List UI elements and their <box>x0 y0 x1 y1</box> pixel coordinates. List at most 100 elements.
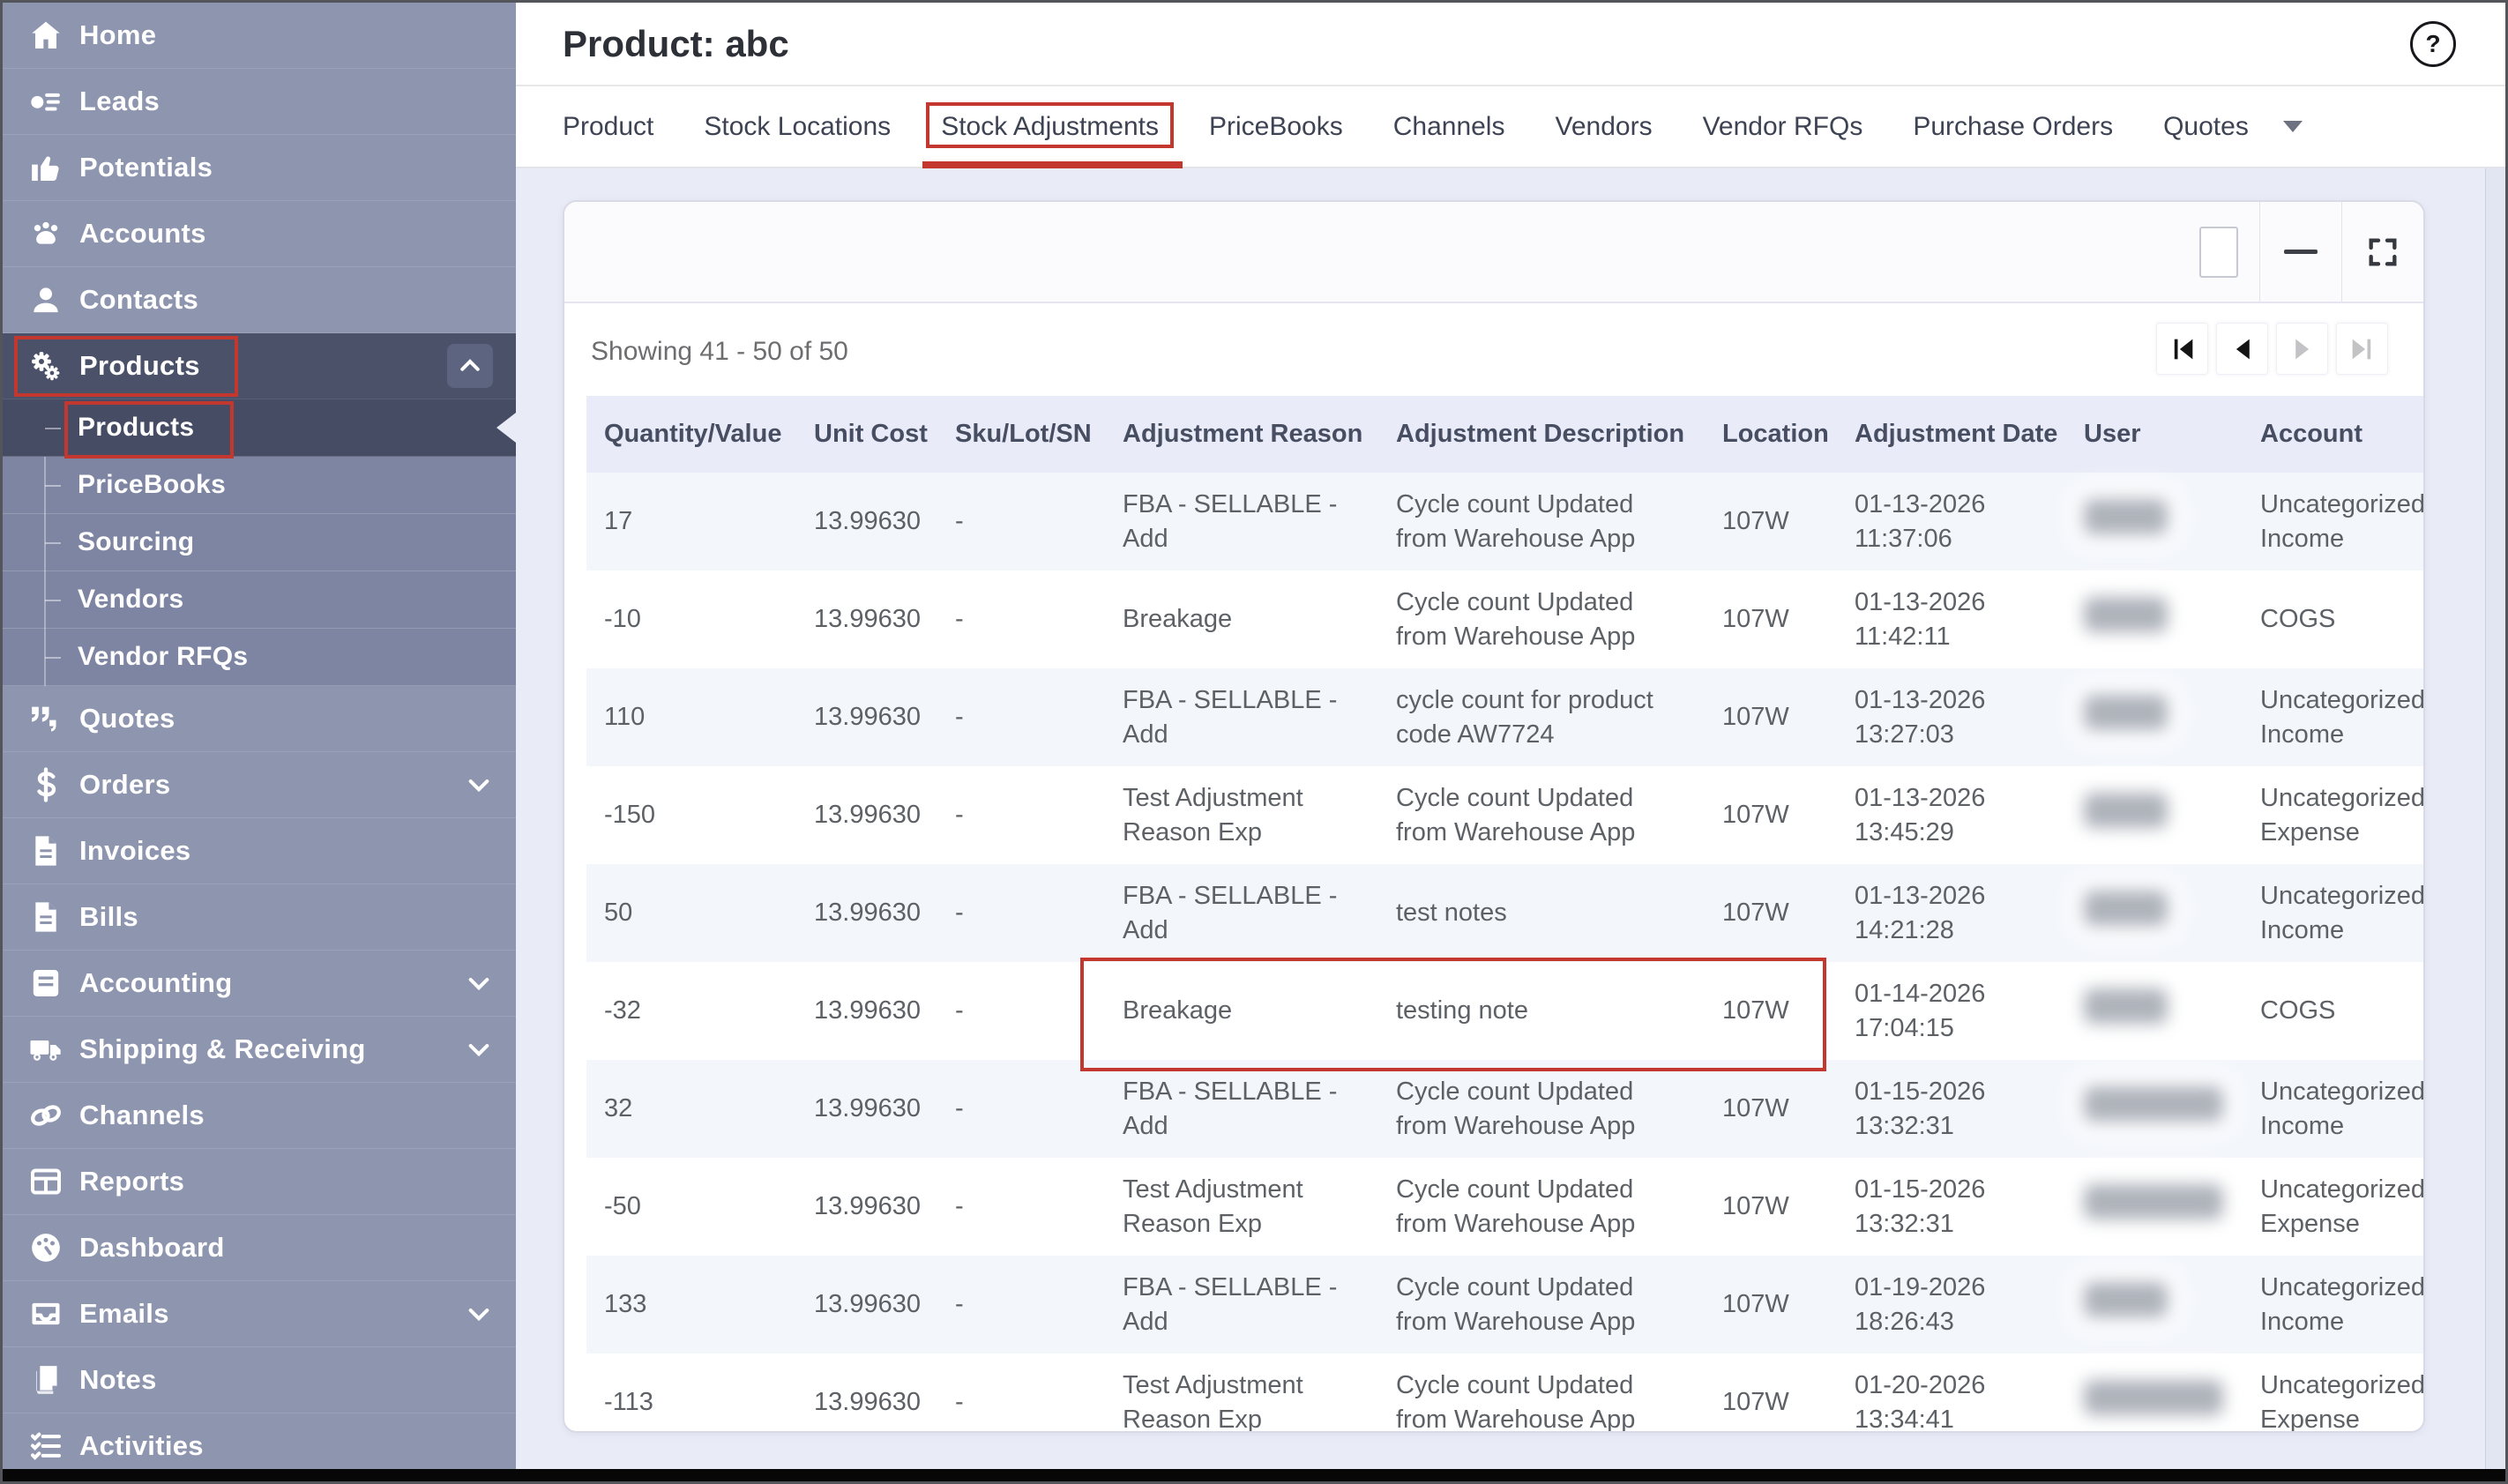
chevron-down-icon[interactable] <box>465 1300 493 1328</box>
last-page-button[interactable] <box>2336 323 2388 375</box>
cell-unit-cost: 13.99630 <box>814 1290 921 1319</box>
tab-bar: Product Stock Locations Stock Adjustment… <box>516 86 2505 168</box>
sidebar-item-leads[interactable]: Leads <box>3 69 516 135</box>
sidebar-item-channels[interactable]: Channels <box>3 1083 516 1149</box>
cell-location: 107W <box>1722 605 1789 634</box>
collapse-panel-button[interactable] <box>2259 202 2341 302</box>
table-row[interactable]: 133 13.99630 - FBA - SELLABLE - Add Cycl… <box>586 1256 2423 1353</box>
help-icon[interactable]: ? <box>2410 20 2456 67</box>
tab-overflow-caret-icon[interactable] <box>2282 121 2303 132</box>
tab-stock-adjustments[interactable]: Stock Adjustments <box>922 101 1183 168</box>
tab-vendors[interactable]: Vendors <box>1555 111 1653 141</box>
collapse-group-button[interactable] <box>447 344 493 388</box>
sidebar-subitem-sourcing[interactable]: Sourcing <box>3 514 516 571</box>
sidebar-item-shipping-receiving[interactable]: Shipping & Receiving <box>3 1017 516 1083</box>
cell-reason: FBA - SELLABLE - Add <box>1123 882 1338 944</box>
cell-sku: - <box>955 801 964 830</box>
sidebar-item-reports[interactable]: Reports <box>3 1149 516 1215</box>
next-page-button[interactable] <box>2276 323 2328 375</box>
table-row[interactable]: 32 13.99630 - FBA - SELLABLE - Add Cycle… <box>586 1060 2423 1158</box>
cell-user <box>2066 766 2243 864</box>
cell-unit-cost: 13.99630 <box>814 1094 921 1123</box>
cell-unit-cost: 13.99630 <box>814 507 921 536</box>
chevron-down-icon[interactable] <box>465 969 493 997</box>
tab-stock-locations[interactable]: Stock Locations <box>704 111 892 141</box>
sidebar-subitem-vendor-rfqs[interactable]: Vendor RFQs <box>3 629 516 686</box>
table-row[interactable]: 50 13.99630 - FBA - SELLABLE - Add test … <box>586 864 2423 962</box>
cell-sku: - <box>955 899 964 928</box>
table-row[interactable]: -113 13.99630 - Test Adjustment Reason E… <box>586 1353 2425 1433</box>
tab-vendor-rfqs[interactable]: Vendor RFQs <box>1702 111 1863 141</box>
cell-user <box>2066 570 2243 668</box>
sidebar-item-quotes[interactable]: Quotes <box>3 686 516 752</box>
sidebar-item-activities[interactable]: Activities <box>3 1413 516 1469</box>
cell-description: test notes <box>1396 899 1507 928</box>
sidebar-subitem-vendors[interactable]: Vendors <box>3 571 516 629</box>
cell-sku: - <box>955 605 964 634</box>
sidebar-subitem-products[interactable]: Products <box>3 399 516 459</box>
stock-adjustments-table: Quantity/Value Unit Cost Sku/Lot/SN Adju… <box>586 396 2425 1433</box>
sidebar: Home Leads Potentials Accounts Contacts … <box>3 3 516 1469</box>
cell-user <box>2066 1256 2243 1353</box>
table-row[interactable]: -50 13.99630 - Test Adjustment Reason Ex… <box>586 1158 2423 1256</box>
cell-quantity: -113 <box>604 1388 653 1417</box>
sidebar-item-invoices[interactable]: Invoices <box>3 818 516 884</box>
tree-dash <box>45 485 61 487</box>
chevron-down-icon[interactable] <box>465 771 493 799</box>
sidebar-item-orders[interactable]: Orders <box>3 752 516 818</box>
sidebar-item-products[interactable]: Products <box>3 333 516 399</box>
tab-channels[interactable]: Channels <box>1392 111 1505 141</box>
sidebar-item-label: Shipping & Receiving <box>79 1033 366 1064</box>
cell-user <box>2066 1060 2243 1158</box>
sidebar-item-potentials[interactable]: Potentials <box>3 135 516 201</box>
last-page-icon <box>2352 339 2370 359</box>
cell-quantity: 32 <box>604 1094 633 1123</box>
active-item-notch <box>496 413 516 443</box>
table-row-annotated[interactable]: -32 13.99630 - Breakage testing note 107… <box>586 958 2423 1071</box>
tab-product[interactable]: Product <box>563 111 654 141</box>
notes-icon <box>26 1361 65 1399</box>
expand-icon <box>2369 238 2397 265</box>
tab-pricebooks[interactable]: PriceBooks <box>1208 111 1343 141</box>
table-row[interactable]: 110 13.99630 - FBA - SELLABLE - Add cycl… <box>586 668 2423 766</box>
col-adjustment-reason: Adjustment Reason <box>1105 396 1378 473</box>
fullscreen-button[interactable] <box>2341 202 2423 302</box>
cell-location: 107W <box>1722 899 1789 928</box>
sidebar-item-home[interactable]: Home <box>3 3 516 69</box>
content-area: Showing 41 - 50 of 50 Quantity/Value Uni… <box>516 168 2505 1469</box>
chevron-down-icon[interactable] <box>465 1035 493 1063</box>
first-page-button[interactable] <box>2156 323 2208 375</box>
cell-date: 01-19-2026 18:26:43 <box>1855 1273 1986 1336</box>
sidebar-item-notes[interactable]: Notes <box>3 1347 516 1413</box>
main-area: Product: abc ? Product Stock Locations S… <box>516 3 2505 1469</box>
sidebar-item-label: Contacts <box>79 284 199 315</box>
cell-date: 01-13-2026 11:42:11 <box>1855 588 1986 651</box>
sidebar-item-label: Channels <box>79 1100 205 1130</box>
cell-account: Uncategorized Expense <box>2260 1371 2425 1433</box>
table-row[interactable]: -150 13.99630 - Test Adjustment Reason E… <box>586 766 2423 864</box>
previous-page-button[interactable] <box>2216 323 2268 375</box>
cell-reason: FBA - SELLABLE - Add <box>1123 1078 1338 1140</box>
pagination <box>2156 323 2388 375</box>
cell-description: Cycle count Updated from Warehouse App <box>1396 1078 1636 1140</box>
sidebar-item-dashboard[interactable]: Dashboard <box>3 1215 516 1281</box>
scrollbar-track[interactable] <box>2485 168 2505 1469</box>
sidebar-item-accounts[interactable]: Accounts <box>3 201 516 267</box>
cell-sku: - <box>955 1290 964 1319</box>
panel-toolbar <box>564 202 2423 303</box>
tab-quotes[interactable]: Quotes <box>2163 111 2249 141</box>
sidebar-item-label: Accounts <box>79 218 206 249</box>
table-row[interactable]: -10 13.99630 - Breakage Cycle count Upda… <box>586 570 2423 668</box>
sidebar-item-accounting[interactable]: Accounting <box>3 951 516 1017</box>
sidebar-subitem-pricebooks[interactable]: PriceBooks <box>3 457 516 514</box>
cell-location: 107W <box>1722 1192 1789 1221</box>
tab-purchase-orders[interactable]: Purchase Orders <box>1913 111 2114 141</box>
select-all-button[interactable] <box>2178 202 2259 302</box>
sidebar-item-emails[interactable]: Emails <box>3 1281 516 1347</box>
cell-reason: Breakage <box>1080 958 1826 1071</box>
table-row[interactable]: 17 13.99630 - FBA - SELLABLE - Add Cycle… <box>586 473 2423 570</box>
sidebar-item-bills[interactable]: Bills <box>3 884 516 951</box>
sidebar-subitem-label: Products <box>78 413 195 442</box>
col-user: User <box>2066 396 2243 473</box>
sidebar-item-contacts[interactable]: Contacts <box>3 267 516 333</box>
